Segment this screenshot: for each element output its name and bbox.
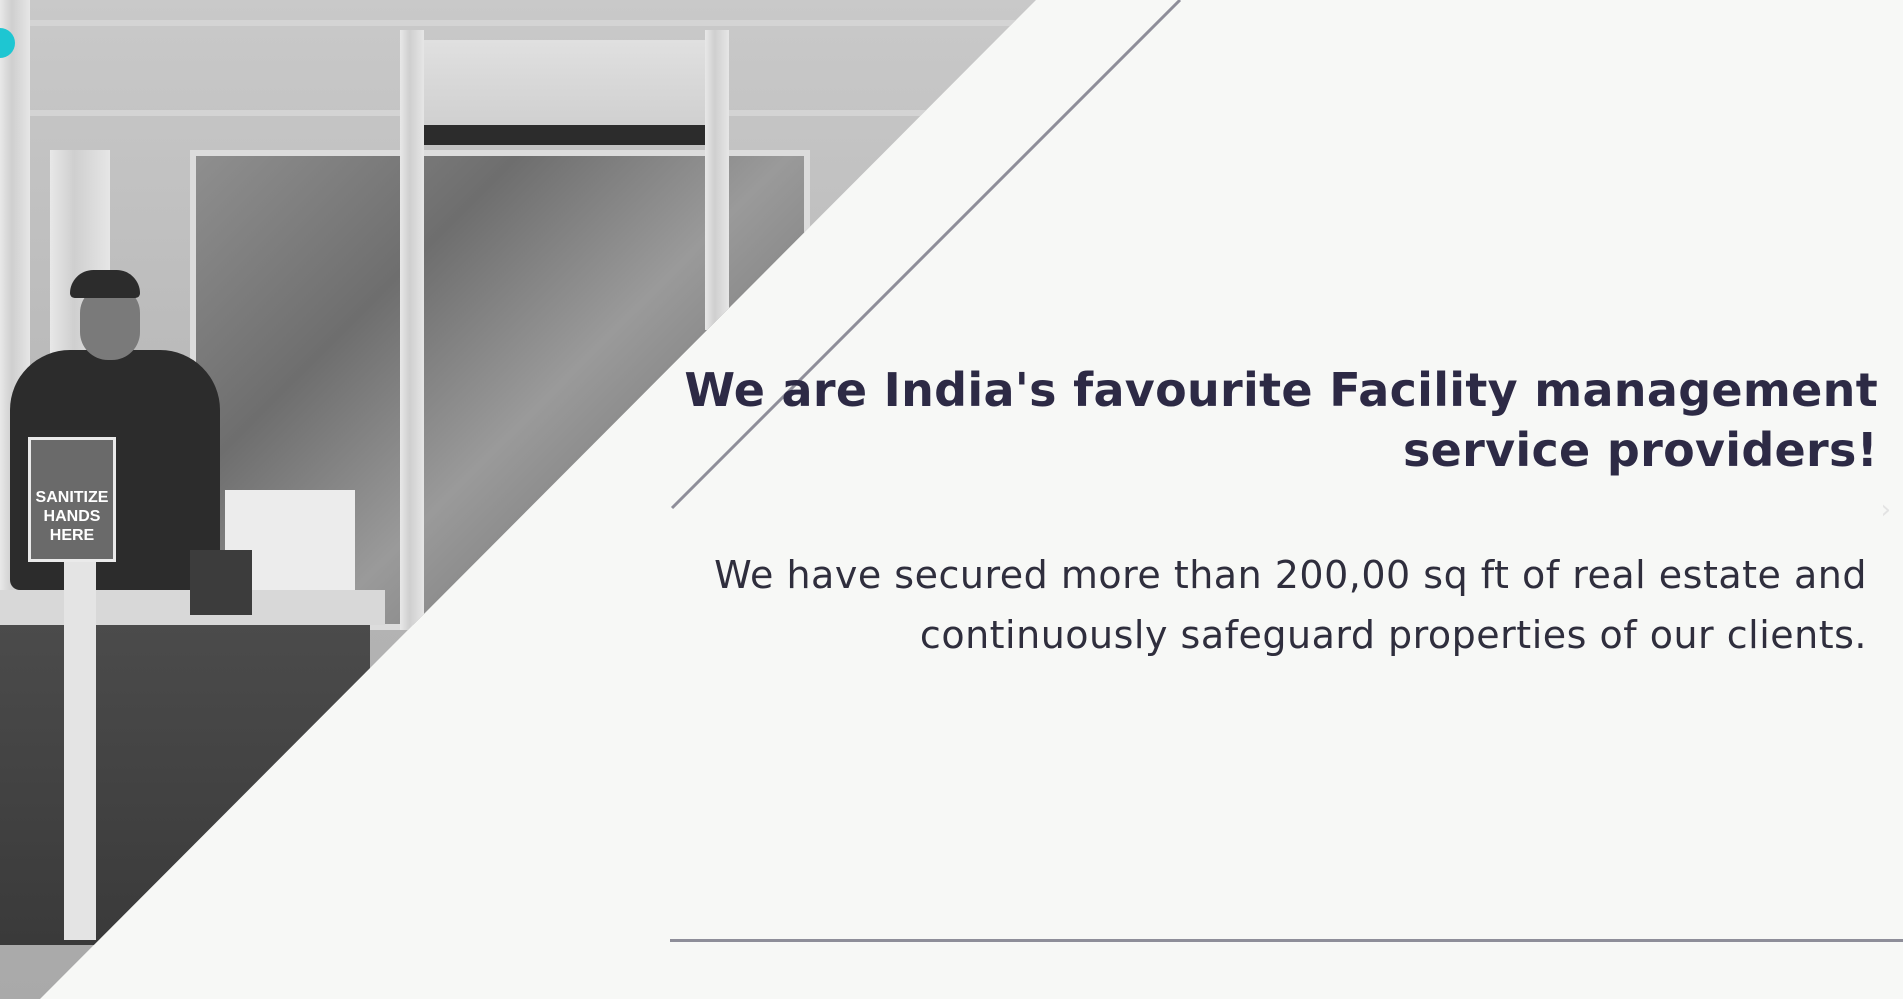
desk (0, 625, 370, 945)
guard-beret (70, 270, 140, 298)
detector-bar (424, 125, 705, 145)
hero-headline: We are India's favourite Facility manage… (684, 363, 1878, 477)
hero-subtext: We have secured more than 200,00 sq ft o… (714, 553, 1867, 657)
slide-indicator-dot[interactable] (0, 28, 15, 58)
sanitize-sign-text: SANITIZE HANDS HERE (35, 489, 109, 544)
sanitize-sign: SANITIZE HANDS HERE (28, 437, 116, 562)
sign-pole (64, 560, 96, 940)
detector-top (424, 40, 705, 130)
detector-left-post (400, 30, 424, 630)
tissue-box (190, 550, 252, 615)
detector-right-post (705, 30, 729, 330)
next-slide-arrow-icon[interactable]: › (1880, 495, 1891, 525)
wall-band (0, 20, 1036, 26)
bottom-divider (670, 939, 1903, 942)
